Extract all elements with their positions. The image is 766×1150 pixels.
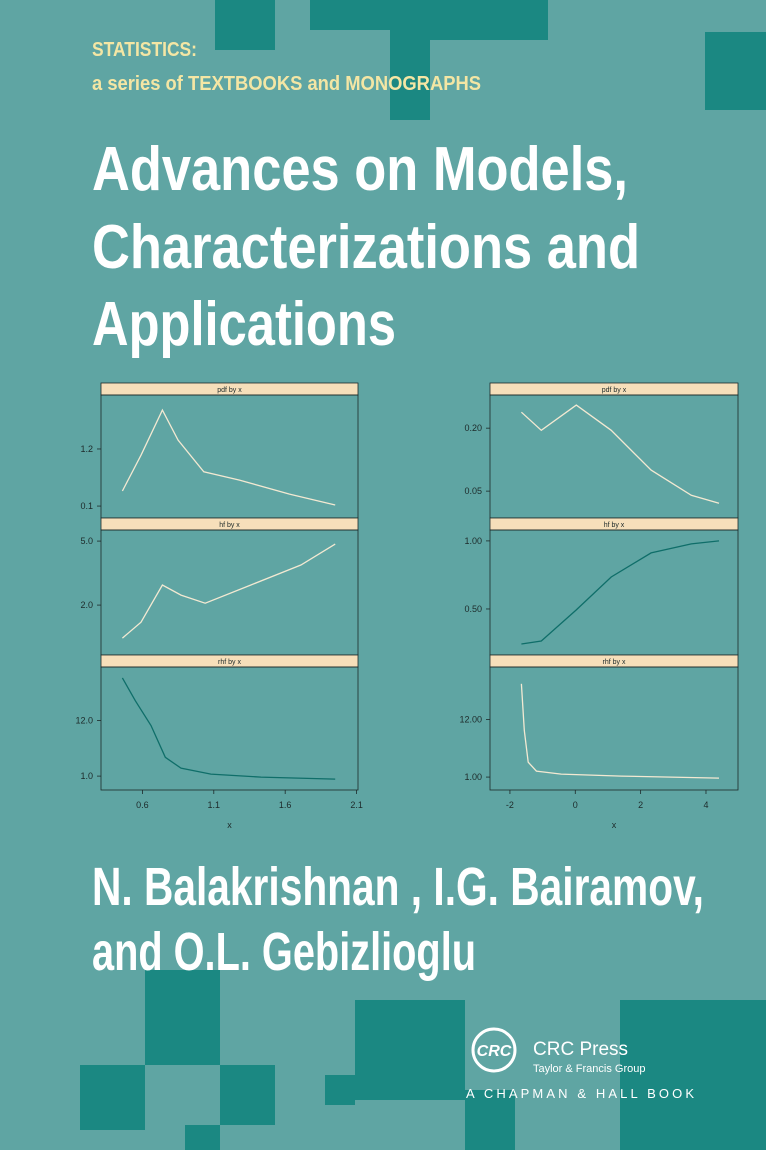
title-line: Applications <box>92 290 396 359</box>
curve <box>121 677 336 780</box>
x-tick-label: 4 <box>703 800 708 810</box>
strip-title: pdf by x <box>217 387 242 394</box>
y-tick-label: 0.50 <box>464 604 482 614</box>
strip-title: rhf by x <box>218 659 241 666</box>
author-line: N. Balakrishnan , I.G. Bairamov, <box>92 857 704 917</box>
y-tick-label: 0.05 <box>464 486 482 496</box>
x-tick-label: 1.1 <box>208 800 221 810</box>
y-tick-label: 12.0 <box>75 716 93 726</box>
logo-ring <box>471 1027 517 1073</box>
x-tick-label: 2 <box>638 800 643 810</box>
y-tick-label: 0.20 <box>464 423 482 433</box>
y-tick-label: 12.00 <box>459 715 482 725</box>
y-tick-label: 2.0 <box>80 600 93 610</box>
y-tick-label: 1.2 <box>80 444 93 454</box>
strip-title: hf by x <box>604 522 625 529</box>
logo-text: CRC <box>477 1043 512 1060</box>
x-axis-label: x <box>612 820 617 830</box>
publisher-name: CRC Press <box>533 1039 628 1060</box>
y-tick-label: 0.1 <box>80 501 93 511</box>
y-tick-label: 1.00 <box>464 772 482 782</box>
strip-title: pdf by x <box>602 387 627 394</box>
curve <box>121 543 336 639</box>
publisher-group: Taylor & Francis Group <box>533 1063 645 1075</box>
title-line: Characterizations and <box>92 213 640 282</box>
x-tick-label: 0 <box>573 800 578 810</box>
x-axis-label: x <box>227 820 232 830</box>
decor-squares <box>80 0 766 1150</box>
author-line: and O.L. Gebizlioglu <box>92 922 476 982</box>
x-tick-label: 2.1 <box>350 800 363 810</box>
y-tick-label: 5.0 <box>80 536 93 546</box>
title-line: Advances on Models, <box>92 135 628 204</box>
curve <box>520 683 720 779</box>
curve <box>521 540 720 645</box>
x-tick-label: 0.6 <box>136 800 149 810</box>
curve <box>520 404 720 504</box>
publisher-imprint: A CHAPMAN & HALL BOOK <box>466 1086 694 1101</box>
plot-frame <box>489 666 739 791</box>
y-tick-label: 1.00 <box>464 536 482 546</box>
curve <box>121 408 336 506</box>
series-subtitle: a series of TEXTBOOKS and MONOGRAPHS <box>92 73 481 95</box>
strip-title: rhf by x <box>603 659 626 666</box>
strip-title: hf by x <box>219 522 240 529</box>
x-tick-label: 1.6 <box>279 800 292 810</box>
plot-frame <box>100 666 359 791</box>
y-tick-label: 1.0 <box>80 771 93 781</box>
series-name: STATISTICS: <box>92 39 197 61</box>
x-tick-label: -2 <box>506 800 514 810</box>
